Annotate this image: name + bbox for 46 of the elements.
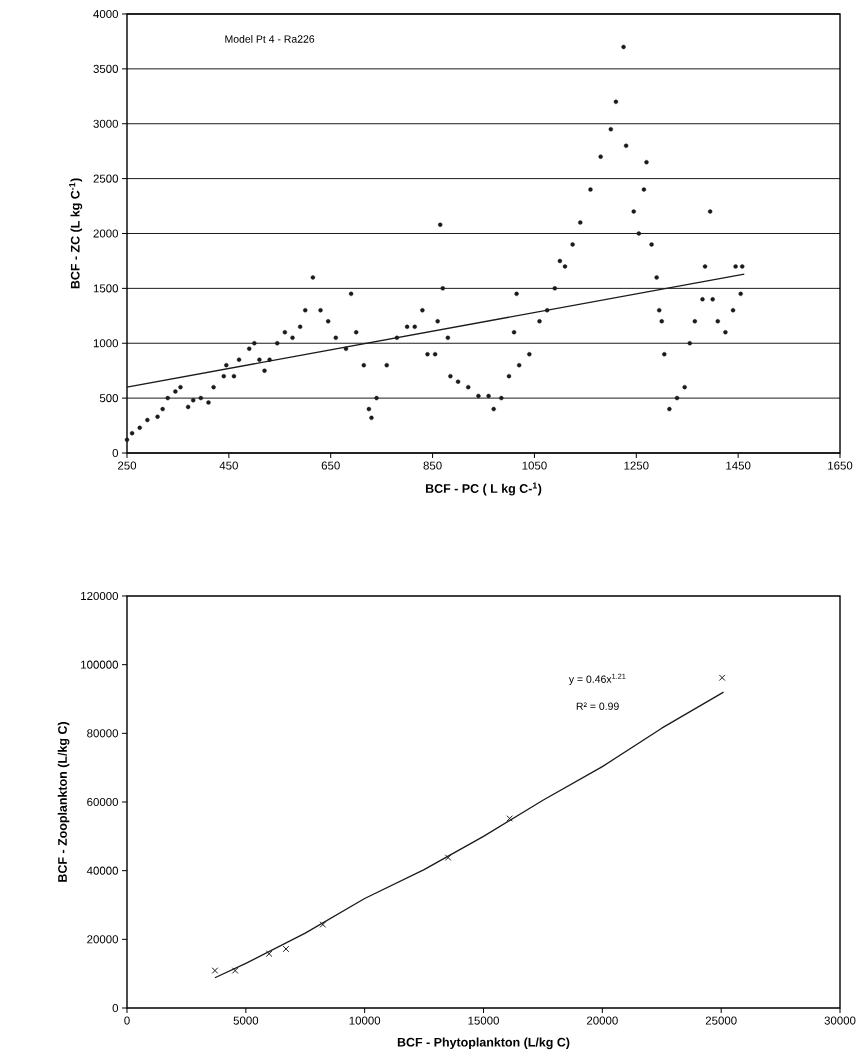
x-tick-label: 1050 xyxy=(522,461,547,470)
x-tick-label: 1450 xyxy=(726,461,751,470)
y-axis-title: BCF - Zooplankton (L/kg C) xyxy=(57,722,70,882)
point xyxy=(265,950,273,958)
y-tick-label: 1500 xyxy=(93,284,119,293)
x-tick-label: 850 xyxy=(423,461,442,470)
point xyxy=(231,967,239,974)
point xyxy=(319,921,327,928)
y-tick-label: 100000 xyxy=(81,660,119,669)
x-tick-label: 1250 xyxy=(624,461,649,470)
annotation: y = 0.46x$^{1.21}$ xyxy=(568,673,626,685)
x-tick-label: 250 xyxy=(118,461,137,470)
y-tick-label: 3500 xyxy=(93,64,119,73)
y-axis-title: BCF - ZC (L kg C$^{-1}$) xyxy=(69,178,83,289)
point xyxy=(211,967,219,974)
y-tick-label: 3000 xyxy=(93,119,119,128)
x-tick-label: 25000 xyxy=(705,1016,737,1025)
y-tick-label: 60000 xyxy=(87,797,119,807)
point xyxy=(718,674,726,682)
y-tick-label: 120000 xyxy=(81,591,119,601)
point xyxy=(444,854,452,861)
y-tick-label: 2500 xyxy=(93,174,119,183)
y-tick-label: 1000 xyxy=(93,339,119,348)
x-tick-label: 0 xyxy=(124,1016,130,1025)
line-series xyxy=(214,691,725,979)
y-tick-label: 4000 xyxy=(93,9,119,19)
x-tick-label: 450 xyxy=(219,461,238,470)
x-tick-label: 5000 xyxy=(233,1016,259,1025)
y-tick-label: 0 xyxy=(112,448,119,458)
x-tick-label: 1650 xyxy=(828,461,853,470)
x-tick-label: 10000 xyxy=(349,1016,381,1025)
y-tick-label: 2000 xyxy=(93,229,119,238)
x-axis-title: BCF - PC ( L kg C-$^{1}$) xyxy=(425,482,542,496)
y-tick-label: 20000 xyxy=(87,935,119,944)
y-tick-label: 40000 xyxy=(86,866,119,875)
annotation: Model Pt 4 - Ra226 xyxy=(225,35,315,43)
x-tick-label: 30000 xyxy=(824,1016,856,1025)
point xyxy=(506,815,513,822)
y-tick-label: 0 xyxy=(112,1003,119,1013)
x-tick-label: 15000 xyxy=(468,1016,499,1025)
y-tick-label: 80000 xyxy=(87,729,119,738)
annotation: R² = 0.99 xyxy=(576,702,619,710)
x-tick-label: 20000 xyxy=(586,1016,618,1025)
x-tick-label: 650 xyxy=(321,461,340,470)
y-tick-label: 500 xyxy=(99,394,119,403)
x-axis-title: BCF - Phytoplankton (L/kg C) xyxy=(397,1037,570,1050)
